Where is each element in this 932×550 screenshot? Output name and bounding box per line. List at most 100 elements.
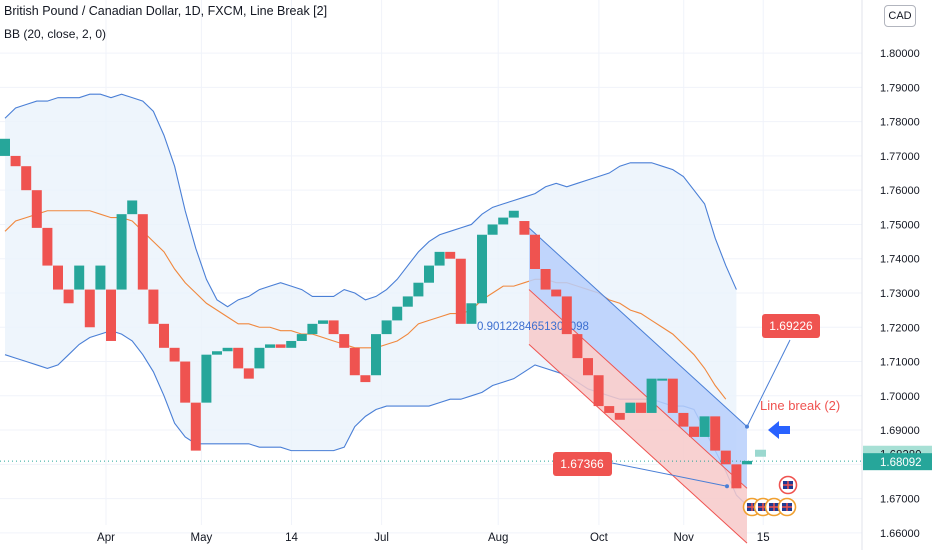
event-flag-icon[interactable] bbox=[778, 475, 798, 495]
y-tick-label: 1.74000 bbox=[880, 254, 920, 266]
x-tick-label: May bbox=[191, 532, 213, 544]
annotations: 1.69226 1.67366 Line break (2) bbox=[0, 314, 862, 517]
brick bbox=[84, 289, 95, 328]
last-price-label: 1.68092 bbox=[880, 457, 922, 469]
brick bbox=[572, 334, 583, 359]
brick bbox=[657, 378, 668, 381]
brick bbox=[551, 289, 562, 297]
event-flag-icon[interactable] bbox=[777, 497, 797, 517]
x-tick-label: Jul bbox=[374, 532, 389, 544]
bb-upper-line bbox=[4, 93, 737, 308]
callout-low-label: 1.67366 bbox=[560, 457, 604, 471]
brick bbox=[583, 358, 593, 376]
y-tick-label: 1.76000 bbox=[880, 185, 920, 197]
brick bbox=[731, 464, 742, 489]
arrow-left-icon bbox=[768, 421, 790, 439]
brick bbox=[286, 340, 297, 348]
price-axis[interactable]: 1.660001.670001.680001.690001.700001.710… bbox=[861, 0, 932, 550]
brick bbox=[10, 155, 21, 167]
brick bbox=[328, 320, 339, 335]
brick bbox=[159, 323, 169, 348]
x-tick-label: Oct bbox=[590, 532, 609, 544]
brick bbox=[42, 227, 53, 266]
y-tick-label: 1.73000 bbox=[880, 288, 920, 300]
brick bbox=[445, 251, 456, 259]
brick bbox=[392, 306, 403, 321]
brick bbox=[116, 214, 127, 290]
brick bbox=[530, 234, 540, 270]
brick bbox=[190, 402, 201, 451]
brick bbox=[212, 351, 222, 355]
brick bbox=[561, 296, 572, 335]
brick bbox=[593, 375, 604, 407]
callout-low-leader bbox=[611, 462, 728, 487]
x-tick-label: Aug bbox=[488, 532, 508, 544]
brick bbox=[254, 347, 265, 369]
channel-upper-line bbox=[528, 227, 748, 428]
brick bbox=[434, 251, 445, 266]
brick bbox=[31, 190, 42, 228]
brick bbox=[381, 320, 392, 335]
brick bbox=[699, 416, 710, 437]
y-tick-label: 1.75000 bbox=[880, 219, 920, 231]
brick bbox=[339, 334, 350, 348]
brick bbox=[508, 210, 519, 218]
y-tick-label: 1.78000 bbox=[880, 117, 920, 129]
brick bbox=[349, 347, 360, 376]
brick bbox=[360, 375, 371, 383]
time-axis[interactable]: Apr May 14 Jul Aug Oct Nov 15 bbox=[97, 532, 770, 544]
brick bbox=[148, 289, 159, 324]
brick bbox=[678, 412, 689, 427]
brick bbox=[127, 200, 138, 215]
indicator-label[interactable]: BB (20, close, 2, 0) bbox=[4, 27, 107, 41]
line-break-bricks bbox=[0, 138, 752, 489]
brick bbox=[424, 265, 434, 283]
brick bbox=[455, 258, 466, 324]
brick bbox=[222, 347, 233, 352]
y-tick-label: 1.80000 bbox=[880, 48, 920, 60]
y-tick-label: 1.79000 bbox=[880, 82, 920, 94]
chart-title: British Pound / Canadian Dollar, 1D, FXC… bbox=[4, 4, 328, 18]
brick bbox=[63, 289, 74, 304]
brick bbox=[720, 450, 731, 465]
brick bbox=[487, 224, 498, 235]
brick bbox=[413, 282, 424, 297]
x-tick-label: 15 bbox=[757, 532, 770, 544]
currency-badge[interactable]: CAD bbox=[884, 5, 916, 27]
brick bbox=[402, 296, 413, 307]
callout-high-label: 1.69226 bbox=[769, 319, 813, 333]
y-tick-label: 1.66000 bbox=[880, 528, 920, 540]
brick bbox=[296, 334, 307, 341]
brick bbox=[233, 347, 244, 369]
x-tick-label: 14 bbox=[285, 532, 298, 544]
channel-lower-line bbox=[528, 344, 748, 544]
brick bbox=[667, 378, 678, 413]
x-tick-label: Apr bbox=[97, 532, 115, 544]
brick bbox=[636, 402, 646, 413]
brick bbox=[0, 138, 10, 156]
brick bbox=[74, 265, 85, 290]
y-tick-label: 1.77000 bbox=[880, 151, 920, 163]
brick bbox=[742, 460, 752, 465]
brick bbox=[95, 265, 106, 290]
x-tick-label: Nov bbox=[673, 532, 694, 544]
brick bbox=[265, 344, 275, 348]
callout-low-box bbox=[553, 452, 612, 476]
y-tick-label: 1.71000 bbox=[880, 357, 920, 369]
brick bbox=[169, 347, 180, 362]
callout-high-dot bbox=[745, 424, 749, 429]
last-price-box bbox=[863, 453, 932, 471]
y-tick-label: 1.67000 bbox=[880, 494, 920, 506]
brick bbox=[519, 221, 530, 235]
brick bbox=[318, 320, 328, 324]
brick bbox=[53, 265, 63, 290]
brick bbox=[371, 334, 381, 376]
brick bbox=[275, 344, 286, 348]
brick bbox=[710, 416, 721, 451]
brick bbox=[477, 234, 487, 304]
callout-high-box bbox=[762, 314, 820, 338]
brick bbox=[466, 303, 477, 324]
brick bbox=[180, 361, 191, 403]
y-tick-label: 1.70000 bbox=[880, 391, 920, 403]
